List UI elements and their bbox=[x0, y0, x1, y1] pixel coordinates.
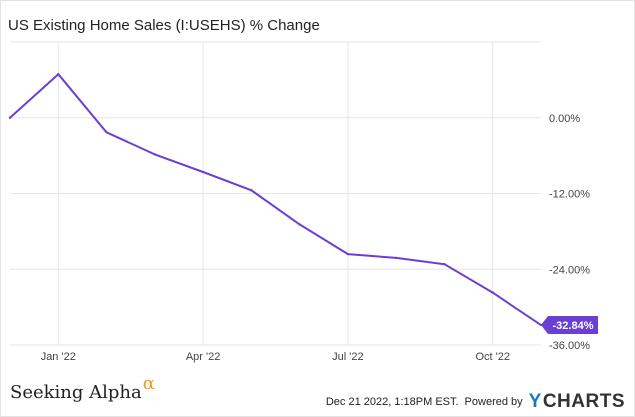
last-value-flag bbox=[541, 316, 598, 335]
data-point bbox=[298, 223, 301, 226]
timestamp: Dec 21 2022, 1:18PM EST. bbox=[325, 396, 459, 408]
ycharts-wordmark: CHARTS bbox=[542, 391, 625, 412]
grid-lines bbox=[10, 41, 541, 346]
ycharts-logo[interactable]: Y CHARTS bbox=[529, 391, 625, 413]
last-value-label-group: -32.84% bbox=[541, 316, 598, 335]
data-point bbox=[57, 72, 60, 76]
data-point bbox=[201, 170, 205, 174]
chart-title: US Existing Home Sales (I:USEHS) % Chang… bbox=[8, 17, 320, 34]
data-point bbox=[394, 256, 398, 260]
data-point bbox=[105, 131, 108, 134]
x-tick-label: Jan '22 bbox=[41, 351, 76, 363]
data-point bbox=[346, 252, 350, 256]
x-tick-label: Oct '22 bbox=[475, 351, 510, 363]
y-tick-label: 0.00% bbox=[549, 113, 580, 125]
y-axis-ticks: 0.00% -12.00% -24.00% -36.00% bbox=[549, 113, 590, 352]
footer-attribution: Dec 21 2022, 1:18PM EST. Powered by Y CHA… bbox=[326, 391, 625, 413]
powered-by-text: Powered by bbox=[464, 396, 523, 408]
last-value-label: -32.84% bbox=[553, 320, 594, 332]
y-tick-label: -12.00% bbox=[549, 189, 590, 201]
y-tick-label: -24.00% bbox=[549, 264, 590, 276]
data-point bbox=[491, 291, 494, 294]
data-point bbox=[153, 153, 157, 156]
series-group bbox=[8, 72, 543, 327]
seeking-alpha-logo[interactable]: Seeking Alphaα bbox=[10, 373, 155, 403]
x-tick-label: Apr '22 bbox=[186, 351, 221, 363]
y-tick-label: -36.00% bbox=[549, 340, 590, 352]
x-tick-label: Jul '22 bbox=[332, 351, 363, 363]
data-point bbox=[8, 116, 12, 119]
data-point bbox=[250, 189, 253, 192]
brand-text: Seeking Alpha bbox=[10, 382, 142, 403]
data-point bbox=[443, 263, 446, 266]
x-axis-ticks: Jan '22 Apr '22 Jul '22 Oct '22 bbox=[41, 351, 510, 363]
alpha-icon: α bbox=[142, 373, 155, 394]
ycharts-y-icon: Y bbox=[528, 391, 542, 412]
series-line bbox=[9, 73, 542, 327]
